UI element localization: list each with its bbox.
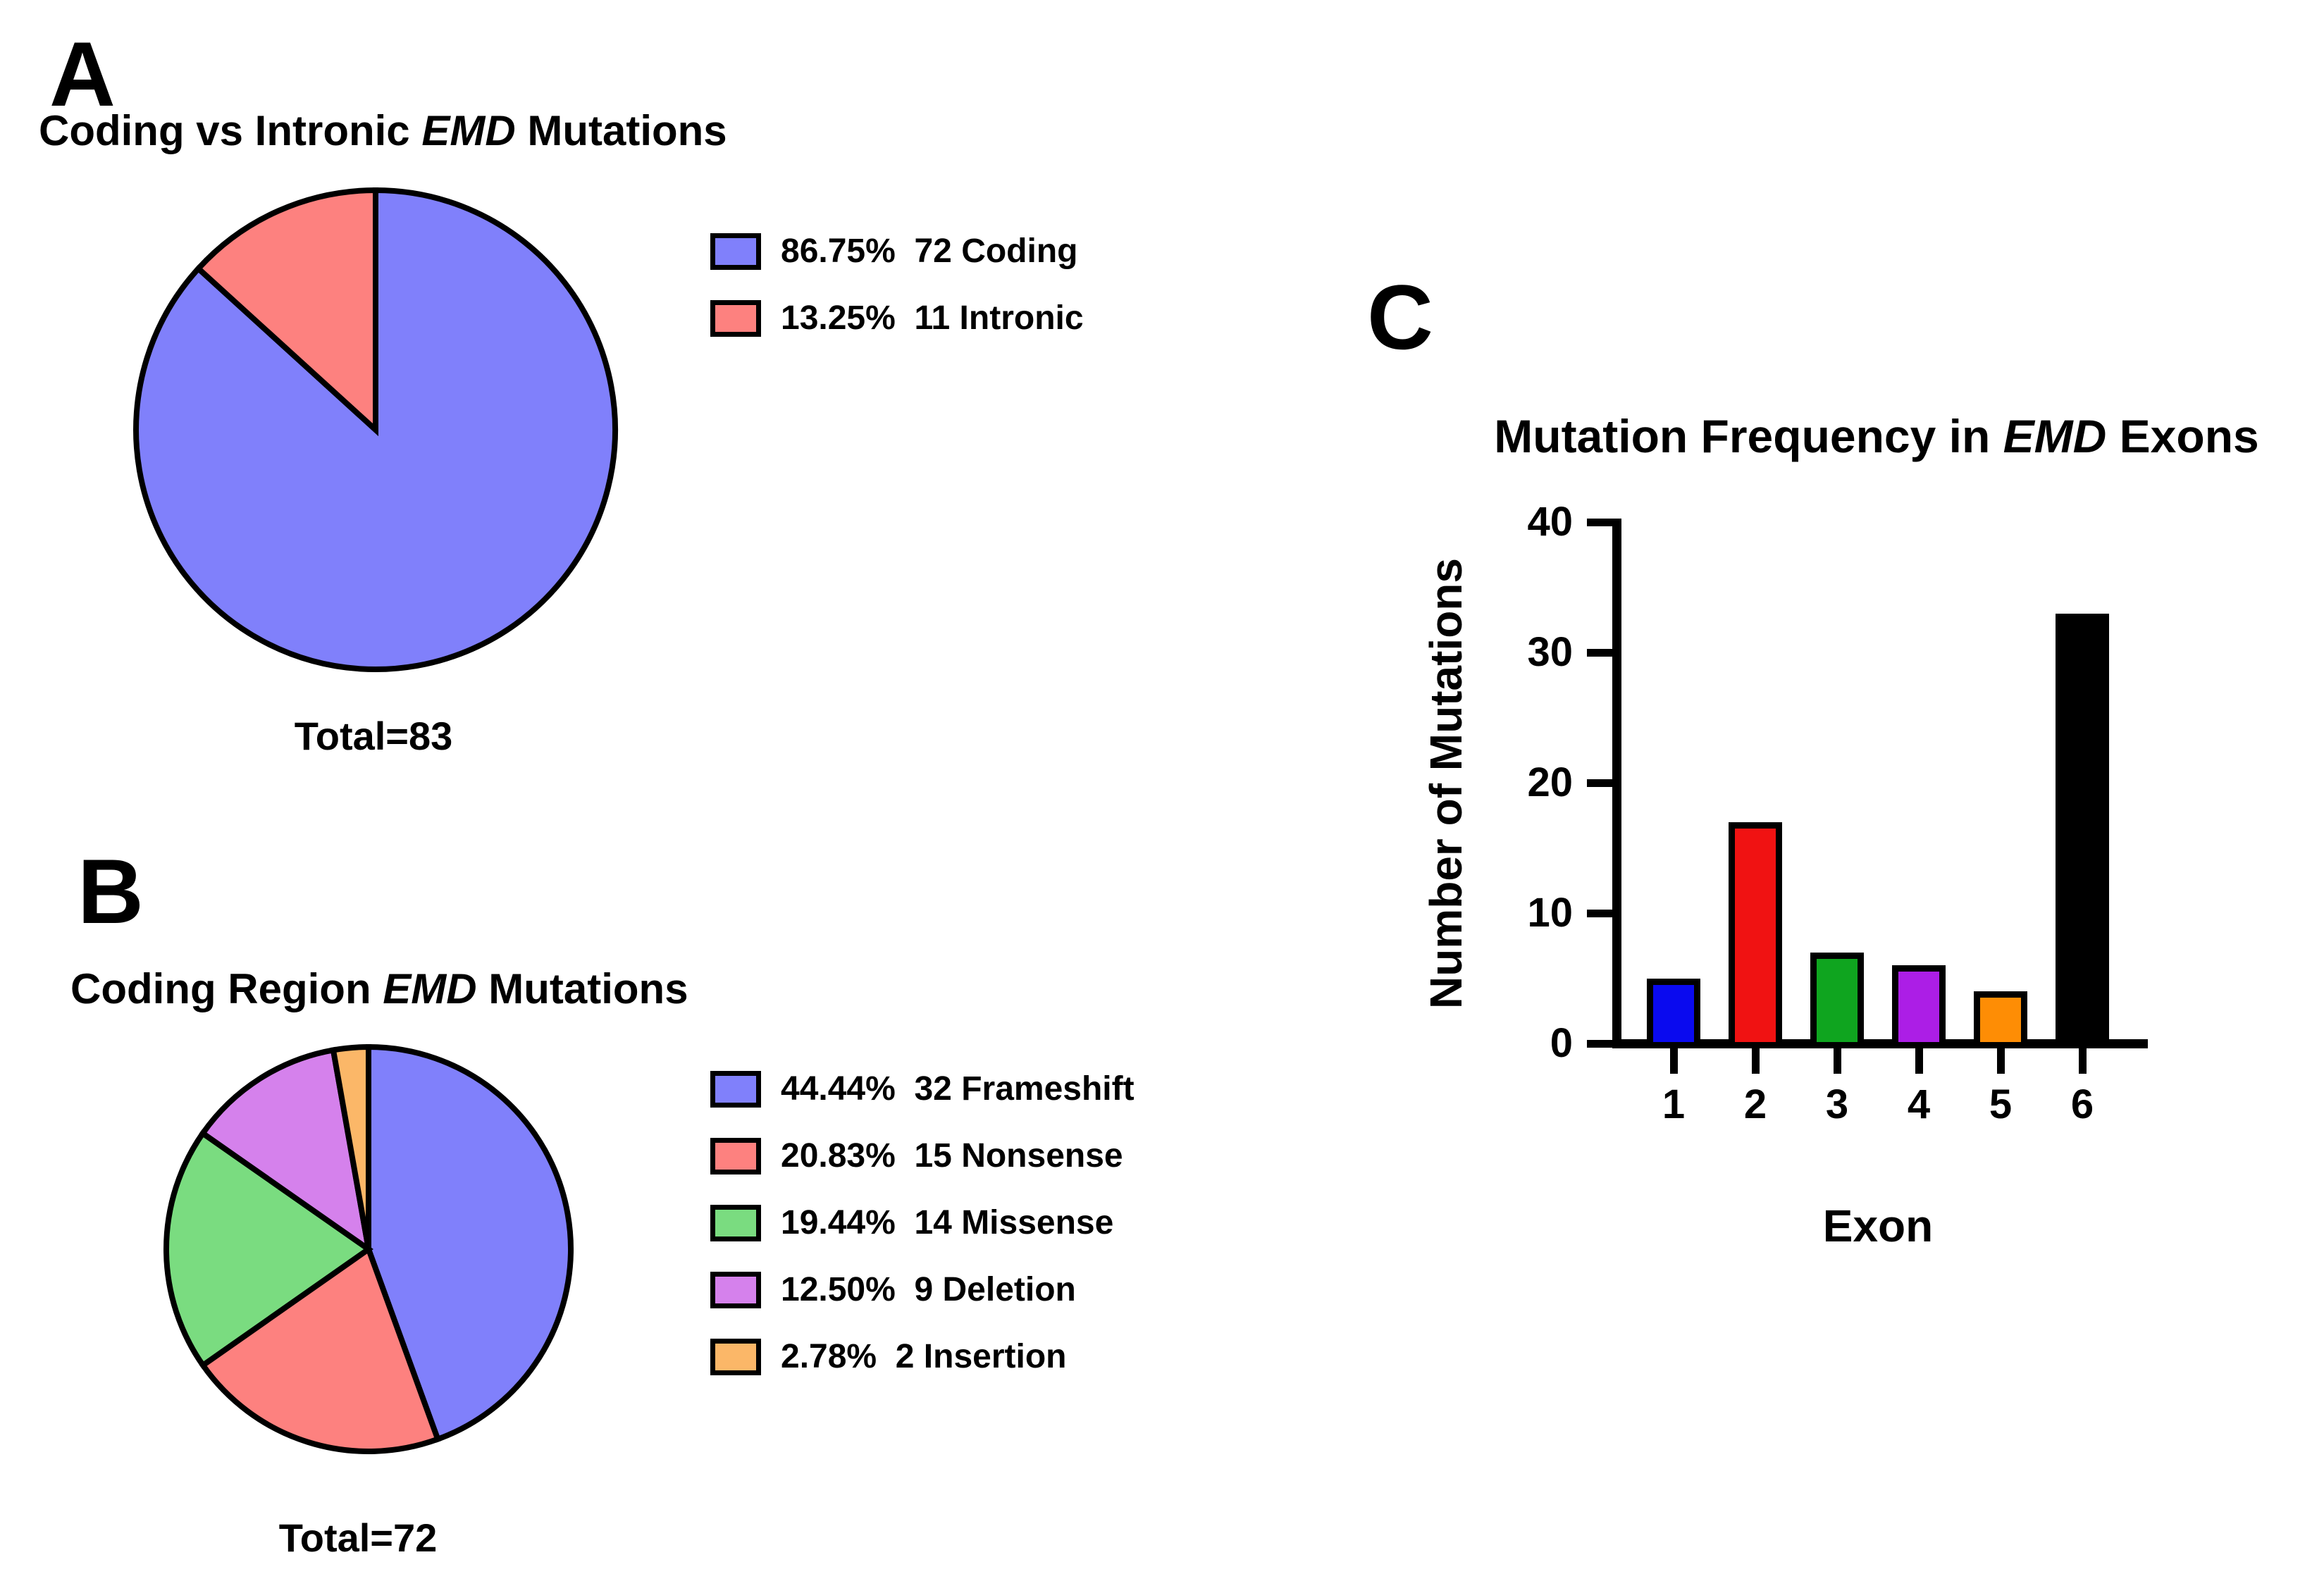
legend-swatch-nonsense	[710, 1138, 761, 1174]
legend-row-insertion: 2.78% 2 Insertion	[710, 1339, 1135, 1375]
y-tick-label-10: 10	[1527, 890, 1573, 936]
pie-slice-nonsense	[199, 1244, 442, 1454]
x-tick-3	[1834, 1048, 1841, 1074]
y-tick-40	[1587, 519, 1612, 526]
y-tick-label-30: 30	[1527, 629, 1573, 675]
panel-label-b: B	[78, 840, 144, 943]
y-tick-label-20: 20	[1527, 760, 1573, 805]
total-label-a: Total=83	[294, 714, 453, 758]
panel-a-title-suffix: Mutations	[515, 107, 727, 154]
legend-label-intronic: 13.25% 11 Intronic	[781, 299, 1084, 337]
x-tick-label-5: 5	[1989, 1081, 2013, 1127]
bar-exon-2	[1729, 822, 1782, 1048]
y-tick-10	[1587, 910, 1612, 917]
bar-exon-3	[1810, 953, 1864, 1048]
legend-row-frameshift: 44.44% 32 Frameshift	[710, 1071, 1135, 1108]
x-axis-title: Exon	[1822, 1201, 1934, 1251]
legend-swatch-coding	[710, 233, 761, 270]
legend-swatch-missense	[710, 1205, 761, 1241]
panel-a-title: Coding vs Intronic EMD Mutations	[39, 106, 727, 156]
bar-exon-4	[1892, 965, 1946, 1048]
x-tick-5	[1997, 1048, 2005, 1074]
x-tick-1	[1670, 1048, 1678, 1074]
legend-swatch-deletion	[710, 1272, 761, 1308]
panel-b-title-prefix: Coding Region	[70, 965, 383, 1012]
x-tick-label-6: 6	[2070, 1081, 2094, 1127]
y-tick-label-0: 0	[1550, 1020, 1573, 1066]
panel-c-title-prefix: Mutation Frequency in	[1494, 410, 2003, 462]
legend-label-insertion: 2.78% 2 Insertion	[781, 1338, 1067, 1375]
panel-label-a: A	[49, 23, 116, 125]
legend-panel-b: 44.44% 32 Frameshift 20.83% 15 Nonsense 19…	[710, 1071, 1135, 1406]
bar-exon-1	[1647, 979, 1700, 1048]
x-tick-label-2: 2	[1743, 1081, 1767, 1127]
legend-row-intronic: 13.25% 11 Intronic	[710, 300, 1084, 337]
panel-b-title-gene: EMD	[383, 965, 477, 1012]
legend-label-coding: 86.75% 72 Coding	[781, 233, 1078, 270]
legend-label-deletion: 12.50% 9 Deletion	[781, 1271, 1076, 1308]
panel-c-title-suffix: Exons	[2106, 410, 2259, 462]
pie-slice-intronic	[194, 187, 378, 437]
x-tick-label-1: 1	[1662, 1081, 1686, 1127]
legend-label-nonsense: 20.83% 15 Nonsense	[781, 1137, 1123, 1174]
y-tick-label-40: 40	[1527, 499, 1573, 545]
panel-b-title-suffix: Mutations	[476, 965, 688, 1012]
legend-row-deletion: 12.50% 9 Deletion	[710, 1272, 1135, 1308]
x-tick-label-3: 3	[1825, 1081, 1849, 1127]
panel-a-title-gene: EMD	[421, 107, 516, 154]
legend-label-missense: 19.44% 14 Missense	[781, 1204, 1114, 1241]
bar-exon-6	[2056, 614, 2109, 1048]
pie-slice-frameshift	[366, 1043, 574, 1443]
legend-swatch-intronic	[710, 300, 761, 337]
legend-swatch-insertion	[710, 1339, 761, 1375]
pie-slice-deletion	[199, 1046, 373, 1256]
panel-b-title: Coding Region EMD Mutations	[70, 964, 688, 1015]
pie-chart-coding-vs-intronic	[133, 187, 619, 672]
legend-panel-a: 86.75% 72 Coding 13.25% 11 Intronic	[710, 233, 1084, 367]
legend-row-nonsense: 20.83% 15 Nonsense	[710, 1138, 1135, 1174]
panel-c-title-gene: EMD	[2003, 410, 2107, 462]
pie-slice-missense	[163, 1129, 373, 1370]
pie-slice-insertion	[330, 1043, 371, 1250]
y-tick-30	[1587, 649, 1612, 657]
y-tick-20	[1587, 779, 1612, 787]
y-tick-0	[1587, 1040, 1612, 1048]
y-axis-line	[1612, 519, 1621, 1048]
panel-c-title: Mutation Frequency in EMD Exons	[1454, 409, 2299, 464]
x-tick-6	[2079, 1048, 2087, 1074]
pie-chart-coding-region	[163, 1043, 574, 1454]
panel-a-title-prefix: Coding vs Intronic	[39, 107, 422, 154]
legend-label-frameshift: 44.44% 32 Frameshift	[781, 1070, 1135, 1108]
x-tick-4	[1915, 1048, 1923, 1074]
legend-swatch-frameshift	[710, 1071, 761, 1108]
legend-row-missense: 19.44% 14 Missense	[710, 1205, 1135, 1241]
total-label-b: Total=72	[278, 1515, 438, 1560]
panel-label-c: C	[1367, 266, 1433, 368]
legend-row-coding: 86.75% 72 Coding	[710, 233, 1084, 270]
bar-exon-5	[1974, 991, 2027, 1048]
x-tick-label-4: 4	[1907, 1081, 1931, 1127]
x-tick-2	[1752, 1048, 1760, 1074]
